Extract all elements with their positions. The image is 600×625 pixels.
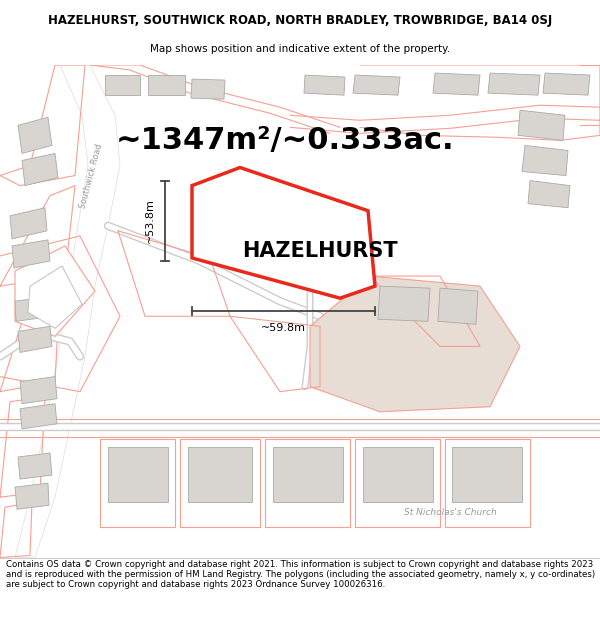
Polygon shape (353, 75, 400, 95)
Text: Map shows position and indicative extent of the property.: Map shows position and indicative extent… (150, 44, 450, 54)
Polygon shape (488, 73, 540, 95)
Text: St Nicholas's Church: St Nicholas's Church (404, 508, 496, 517)
Polygon shape (100, 439, 175, 528)
Polygon shape (438, 288, 478, 324)
Polygon shape (445, 439, 530, 528)
Polygon shape (15, 246, 95, 336)
Polygon shape (192, 168, 375, 298)
Polygon shape (543, 73, 590, 95)
Text: ~53.8m: ~53.8m (145, 198, 155, 243)
Text: ~59.8m: ~59.8m (261, 323, 306, 333)
Polygon shape (105, 75, 140, 95)
Polygon shape (20, 404, 57, 429)
Text: ~1347m²/~0.333ac.: ~1347m²/~0.333ac. (116, 126, 454, 155)
Polygon shape (20, 377, 57, 404)
Polygon shape (180, 439, 260, 528)
Polygon shape (108, 447, 168, 503)
Polygon shape (363, 447, 433, 503)
Polygon shape (10, 208, 47, 239)
Polygon shape (188, 447, 252, 503)
Polygon shape (518, 110, 565, 141)
Polygon shape (15, 483, 49, 509)
Polygon shape (433, 73, 480, 95)
Polygon shape (378, 286, 430, 321)
Polygon shape (452, 447, 522, 503)
Polygon shape (18, 453, 52, 479)
Polygon shape (273, 447, 343, 503)
Polygon shape (148, 75, 185, 95)
Text: Contains OS data © Crown copyright and database right 2021. This information is : Contains OS data © Crown copyright and d… (6, 559, 595, 589)
Polygon shape (528, 181, 570, 208)
Polygon shape (15, 65, 120, 558)
Polygon shape (18, 118, 52, 154)
Text: HAZELHURST, SOUTHWICK ROAD, NORTH BRADLEY, TROWBRIDGE, BA14 0SJ: HAZELHURST, SOUTHWICK ROAD, NORTH BRADLE… (48, 14, 552, 28)
Polygon shape (18, 326, 52, 352)
Polygon shape (28, 266, 82, 328)
Polygon shape (522, 146, 568, 176)
Polygon shape (15, 296, 53, 321)
Polygon shape (12, 240, 50, 268)
Text: HAZELHURST: HAZELHURST (242, 241, 398, 261)
Polygon shape (22, 154, 58, 186)
Polygon shape (265, 439, 350, 528)
Polygon shape (191, 79, 225, 99)
Polygon shape (304, 75, 345, 95)
Polygon shape (355, 439, 440, 528)
Text: Southwick Road: Southwick Road (78, 142, 104, 209)
Polygon shape (310, 276, 520, 412)
